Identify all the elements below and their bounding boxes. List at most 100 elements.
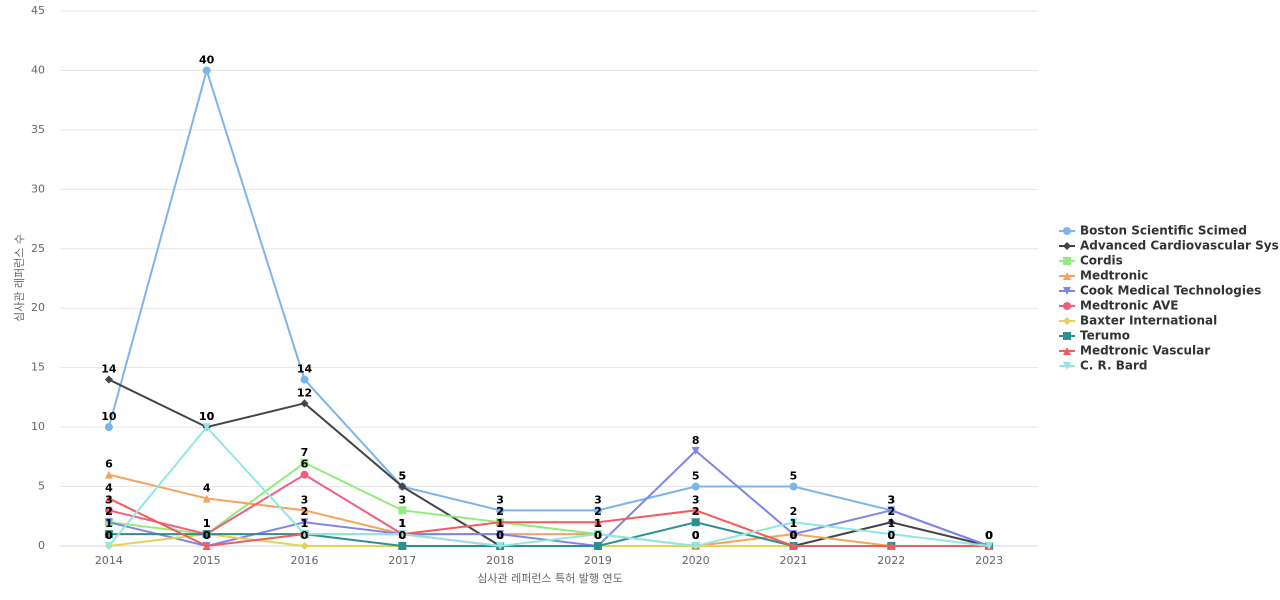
point — [300, 470, 309, 479]
data-label: 0 — [790, 529, 798, 542]
series — [104, 458, 994, 550]
point — [1063, 272, 1071, 280]
x-tick-label: 2015 — [193, 554, 221, 567]
legend-label: Medtronic AVE — [1080, 299, 1178, 313]
point — [1063, 242, 1071, 250]
data-label: 0 — [985, 529, 993, 542]
point — [887, 506, 896, 515]
data-label: 3 — [105, 493, 113, 506]
point — [104, 530, 113, 539]
data-label: 0 — [398, 529, 406, 542]
point — [202, 494, 211, 503]
legend-label: Baxter International — [1080, 314, 1217, 328]
legend-label: Terumo — [1080, 329, 1130, 343]
point — [985, 542, 994, 550]
data-label: 0 — [887, 529, 895, 542]
point — [593, 530, 602, 539]
point — [300, 399, 309, 408]
point — [593, 518, 602, 527]
point — [300, 506, 309, 515]
data-label: 6 — [301, 458, 309, 471]
y-tick-label: 20 — [31, 301, 45, 314]
x-tick-label: 2023 — [975, 554, 1003, 567]
legend-item[interactable]: Boston Scientific Scimed — [1059, 224, 1247, 238]
series-line — [107, 66, 990, 547]
data-label: 5 — [398, 470, 406, 483]
data-label: 3 — [692, 493, 700, 506]
data-label: 3 — [496, 493, 504, 506]
data-label: 2 — [496, 505, 504, 518]
point — [398, 530, 407, 539]
data-label: 0 — [790, 529, 798, 542]
data-label: 0 — [301, 529, 309, 542]
data-label: 12 — [297, 386, 312, 399]
x-tick-label: 2020 — [682, 554, 710, 567]
legend-item[interactable]: Medtronic — [1059, 269, 1148, 283]
data-label: 5 — [692, 470, 700, 483]
legend-item[interactable]: Advanced Cardiovascular Sys... — [1059, 239, 1280, 253]
point — [300, 375, 309, 384]
data-label: 0 — [790, 529, 798, 542]
data-label: 0 — [594, 529, 602, 542]
x-tick-label: 2018 — [486, 554, 514, 567]
legend-item[interactable]: Baxter International — [1059, 314, 1217, 328]
data-label: 0 — [985, 529, 993, 542]
data-label: 0 — [105, 529, 113, 542]
point — [691, 506, 700, 515]
data-label: 1 — [398, 517, 406, 530]
data-label: 1 — [594, 517, 602, 530]
legend-item[interactable]: C. R. Bard — [1059, 359, 1148, 373]
data-label: 1 — [301, 517, 309, 530]
point — [1063, 302, 1071, 310]
legend-item[interactable]: Cook Medical Technologies — [1059, 284, 1261, 298]
data-label: 3 — [887, 493, 895, 506]
data-label: 3 — [398, 493, 406, 506]
data-label: 1 — [105, 517, 113, 530]
legend-item[interactable]: Medtronic AVE — [1059, 299, 1178, 313]
legend-item[interactable]: Medtronic Vascular — [1059, 344, 1210, 358]
data-label: 0 — [203, 529, 211, 542]
point — [593, 506, 602, 515]
data-label: 0 — [496, 529, 504, 542]
data-label: 0 — [887, 529, 895, 542]
data-label: 0 — [985, 529, 993, 542]
data-label: 2 — [594, 505, 602, 518]
point — [496, 518, 505, 527]
data-label: 0 — [985, 529, 993, 542]
point — [202, 530, 211, 539]
data-label: 3 — [594, 493, 602, 506]
point — [593, 542, 602, 550]
point — [1063, 347, 1071, 355]
data-label: 1 — [203, 517, 211, 530]
data-label: 0 — [985, 529, 993, 542]
data-label: 6 — [105, 458, 113, 471]
point — [789, 482, 798, 491]
y-tick-label: 5 — [38, 480, 45, 493]
legend-item[interactable]: Cordis — [1059, 254, 1123, 268]
legend-label: C. R. Bard — [1080, 359, 1148, 373]
data-label: 0 — [692, 529, 700, 542]
y-tick-label: 30 — [31, 182, 45, 195]
data-label: 7 — [301, 446, 309, 459]
point — [887, 542, 896, 550]
point — [104, 494, 113, 503]
point — [202, 423, 211, 432]
data-label: 1 — [398, 517, 406, 530]
data-label: 2 — [692, 505, 700, 518]
data-label: 2 — [105, 505, 113, 518]
data-label: 0 — [594, 529, 602, 542]
point — [691, 482, 700, 491]
legend-item[interactable]: Terumo — [1059, 329, 1130, 343]
data-label: 4 — [105, 481, 113, 494]
data-label: 0 — [594, 529, 602, 542]
point — [300, 530, 309, 539]
x-tick-label: 2021 — [780, 554, 808, 567]
data-label: 0 — [985, 529, 993, 542]
data-label: 1 — [301, 517, 309, 530]
data-label: 1 — [203, 517, 211, 530]
data-label: 1 — [398, 517, 406, 530]
y-tick-label: 10 — [31, 420, 45, 433]
point — [1063, 257, 1071, 265]
point — [691, 542, 700, 550]
